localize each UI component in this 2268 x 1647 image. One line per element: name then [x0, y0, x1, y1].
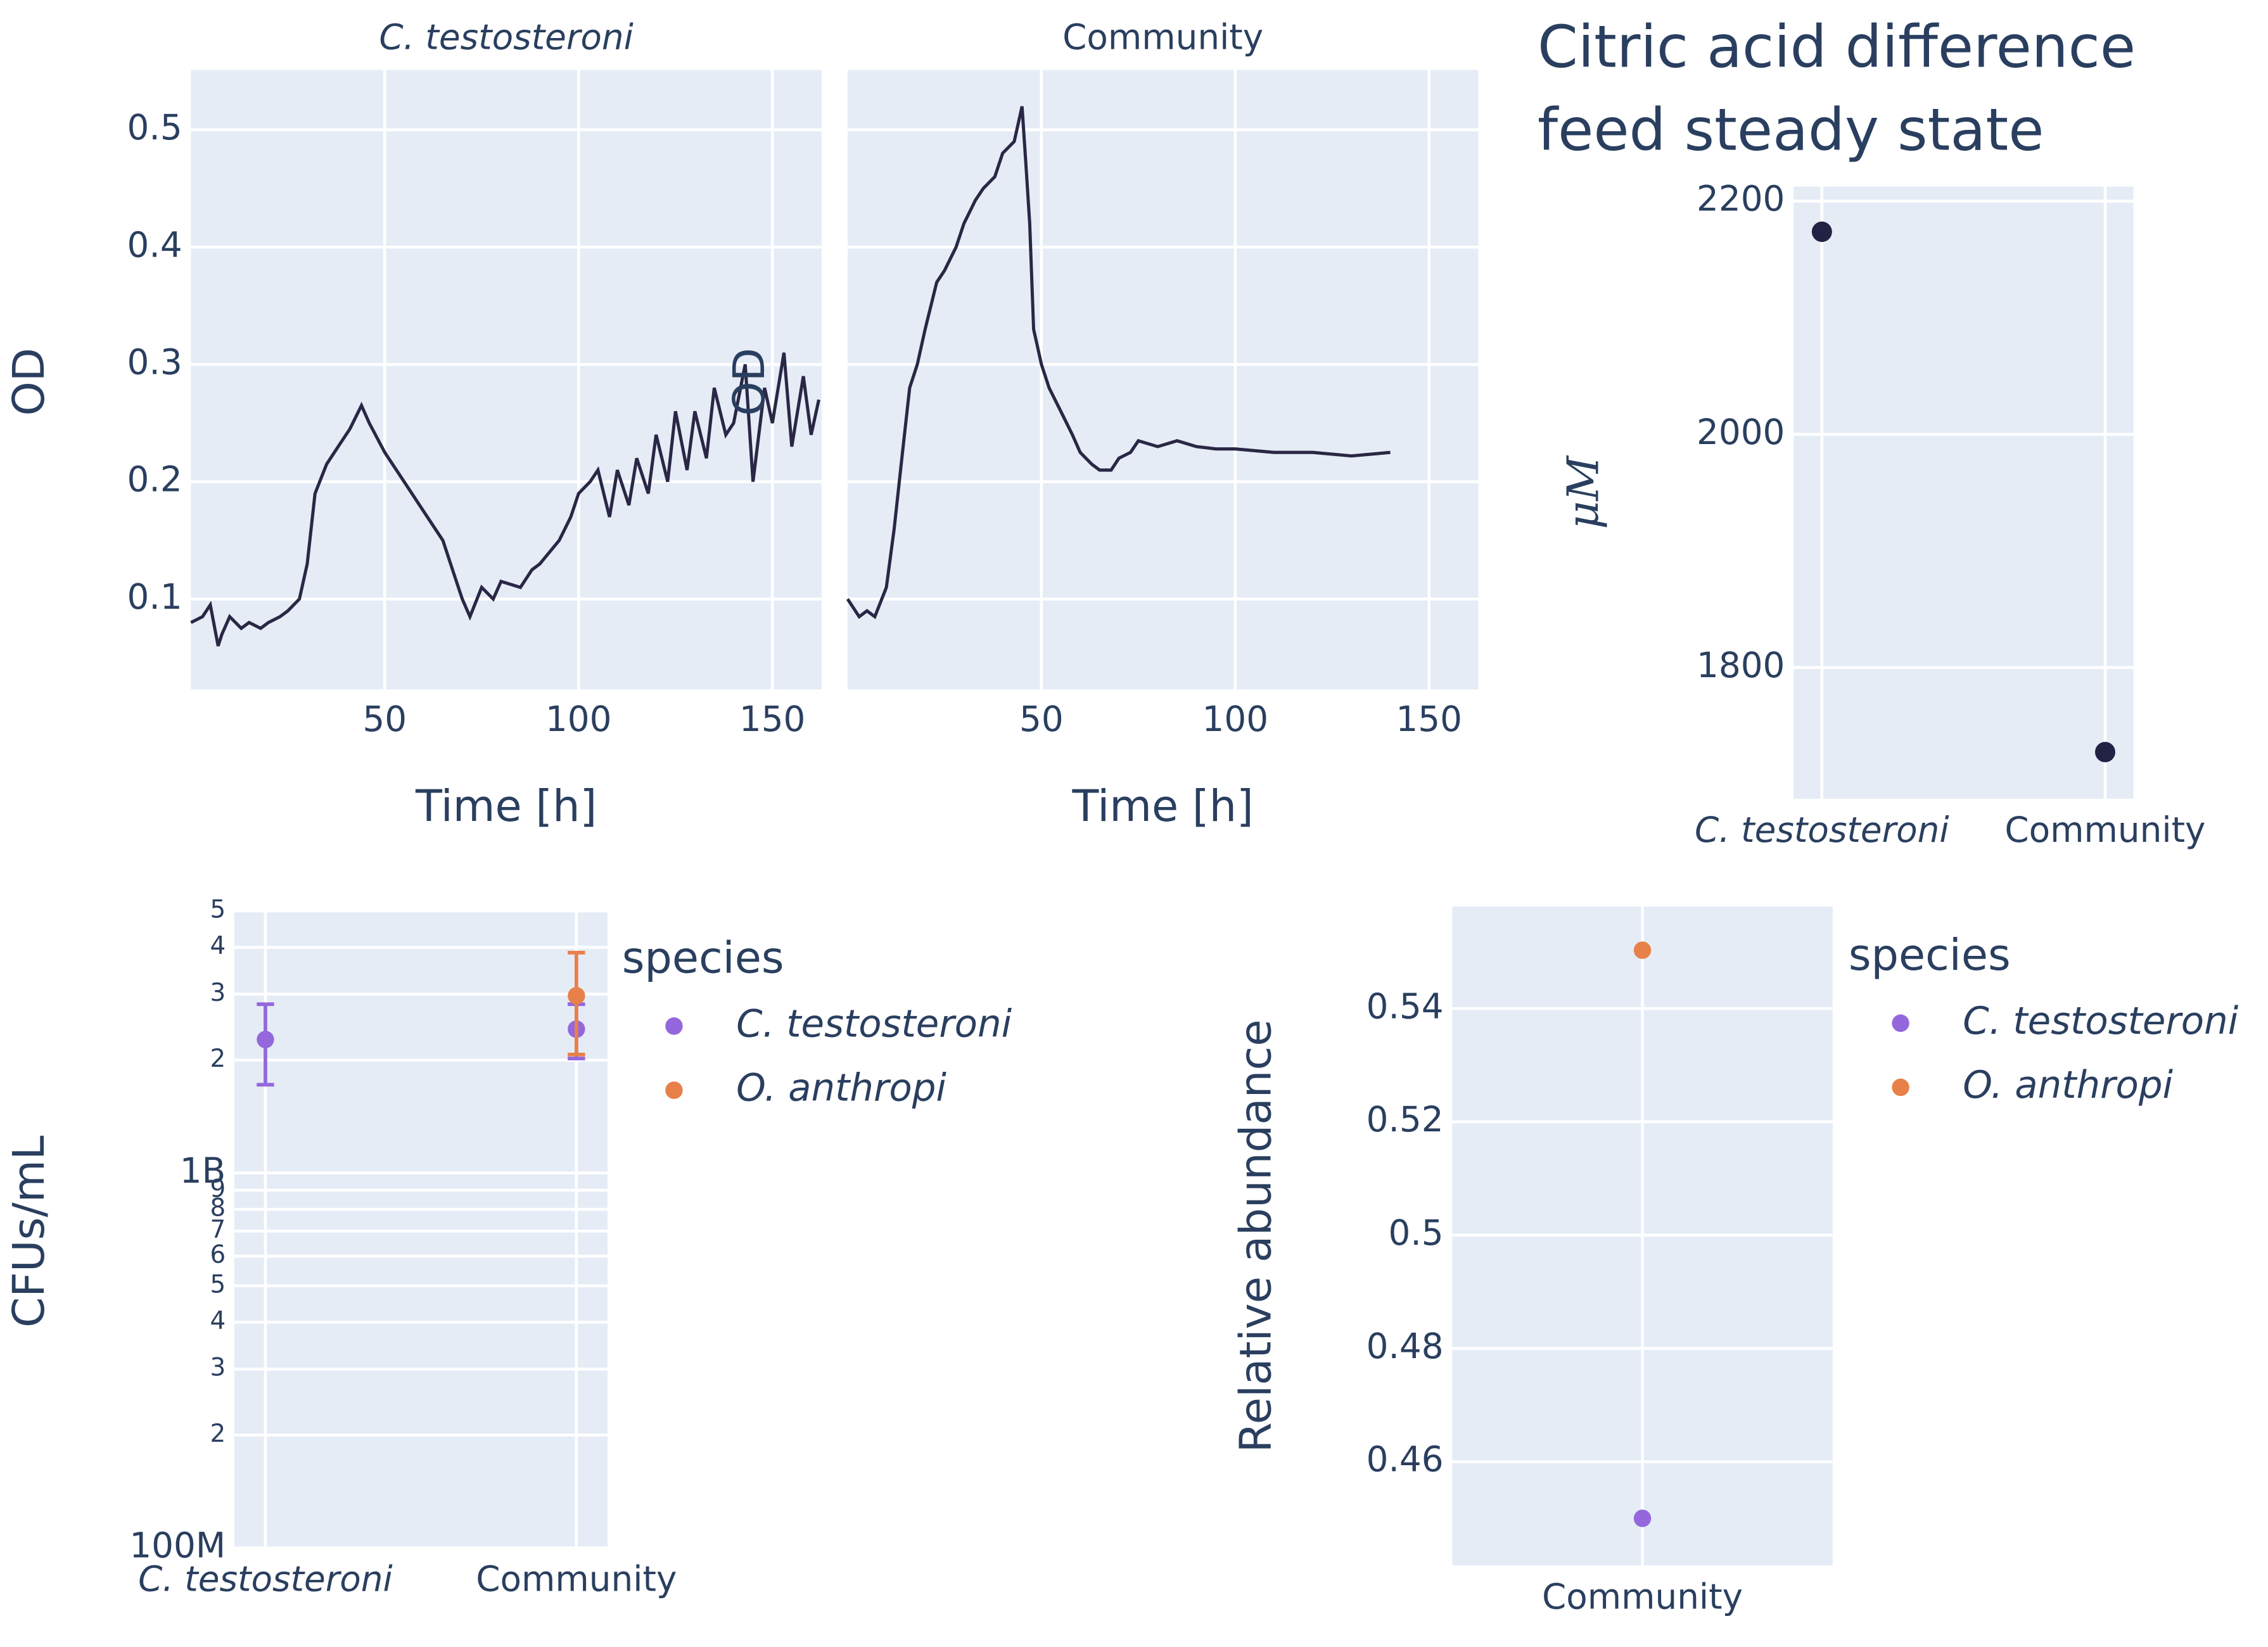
y-tick-label: 0.52: [1367, 1099, 1444, 1140]
y-tick-label: 3: [210, 1354, 226, 1382]
chart-title: Community: [1062, 16, 1263, 57]
y-tick-label: 5: [210, 1270, 226, 1299]
chart-title: C. testosteroni: [379, 16, 634, 57]
x-tick-label: Community: [2004, 810, 2205, 850]
x-axis-title: Time [h]: [1072, 781, 1254, 832]
legend-swatch: [665, 1017, 683, 1035]
y-axis-title: OD: [4, 348, 54, 416]
data-point: [257, 1031, 274, 1048]
y-tick-label: 100M: [129, 1525, 226, 1566]
y-tick-label: 0.5: [127, 107, 182, 148]
y-tick-label: 4: [210, 1307, 226, 1335]
y-tick-label: 1800: [1697, 645, 1785, 685]
legend-title: species: [622, 932, 784, 983]
y-axis-title: μM: [1558, 455, 1609, 529]
y-tick-label: 1B: [180, 1150, 226, 1191]
x-tick-label: Community: [476, 1558, 677, 1599]
y-axis-title: OD: [724, 348, 775, 416]
x-axis-title: Time [h]: [415, 781, 597, 832]
data-point: [1811, 221, 1832, 242]
y-tick-label: 0.48: [1367, 1326, 1444, 1366]
x-tick-label: 100: [545, 699, 612, 739]
legend-label: O. anthropi: [736, 1067, 946, 1110]
y-tick-label: 0.3: [127, 341, 182, 382]
y-tick-label: 0.2: [127, 459, 182, 500]
y-tick-label: 2: [210, 1045, 226, 1073]
y-tick-label: 0.4: [127, 224, 182, 265]
y-axis-title: Relative abundance: [1231, 1019, 1282, 1453]
x-tick-label: 50: [362, 699, 407, 739]
y-tick-label: 9: [210, 1174, 226, 1203]
data-point: [1633, 1510, 1652, 1527]
x-tick-label: Community: [1542, 1576, 1743, 1617]
plot-area: [191, 70, 822, 690]
plot-area: [1793, 186, 2134, 799]
y-tick-label: 2: [210, 1420, 226, 1448]
data-line: [190, 352, 820, 647]
y-tick-label: 5: [210, 895, 226, 924]
y-tick-label: 2200: [1697, 179, 1785, 219]
legend-swatch: [1892, 1078, 1909, 1097]
y-tick-label: 6: [210, 1240, 226, 1269]
x-tick-label: C. testosteroni: [138, 1558, 393, 1599]
data-point: [568, 987, 585, 1005]
legend-title: species: [1849, 930, 2011, 981]
y-tick-label: 0.5: [1388, 1212, 1443, 1253]
y-tick-label: 0.54: [1367, 986, 1444, 1026]
legend-label: C. testosteroni: [1963, 1000, 2238, 1043]
x-tick-label: 150: [1396, 699, 1462, 739]
y-tick-label: 4: [210, 932, 226, 960]
legend-swatch: [1892, 1014, 1909, 1033]
plot-area: [847, 70, 1479, 690]
x-tick-label: 150: [739, 699, 806, 739]
y-tick-label: 3: [210, 979, 226, 1007]
data-line: [846, 106, 1391, 620]
data-point: [2094, 742, 2115, 763]
legend-swatch: [665, 1081, 683, 1099]
y-tick-label: 0.46: [1367, 1439, 1444, 1480]
y-tick-label: 2000: [1697, 412, 1785, 452]
y-axis-title: CFUs/mL: [4, 1136, 54, 1328]
legend-label: C. testosteroni: [736, 1002, 1012, 1046]
x-tick-label: 50: [1019, 699, 1064, 739]
chart-title: Citric acid difference feed steady state: [1538, 13, 2136, 163]
y-tick-label: 7: [210, 1216, 226, 1244]
plot-area: [234, 911, 608, 1548]
y-tick-label: 0.1: [127, 576, 182, 617]
x-tick-label: 100: [1202, 699, 1268, 739]
legend-label: O. anthropi: [1963, 1064, 2173, 1107]
data-point: [1633, 941, 1652, 959]
x-tick-label: C. testosteroni: [1695, 810, 1949, 850]
y-tick-label: 8: [210, 1193, 226, 1222]
